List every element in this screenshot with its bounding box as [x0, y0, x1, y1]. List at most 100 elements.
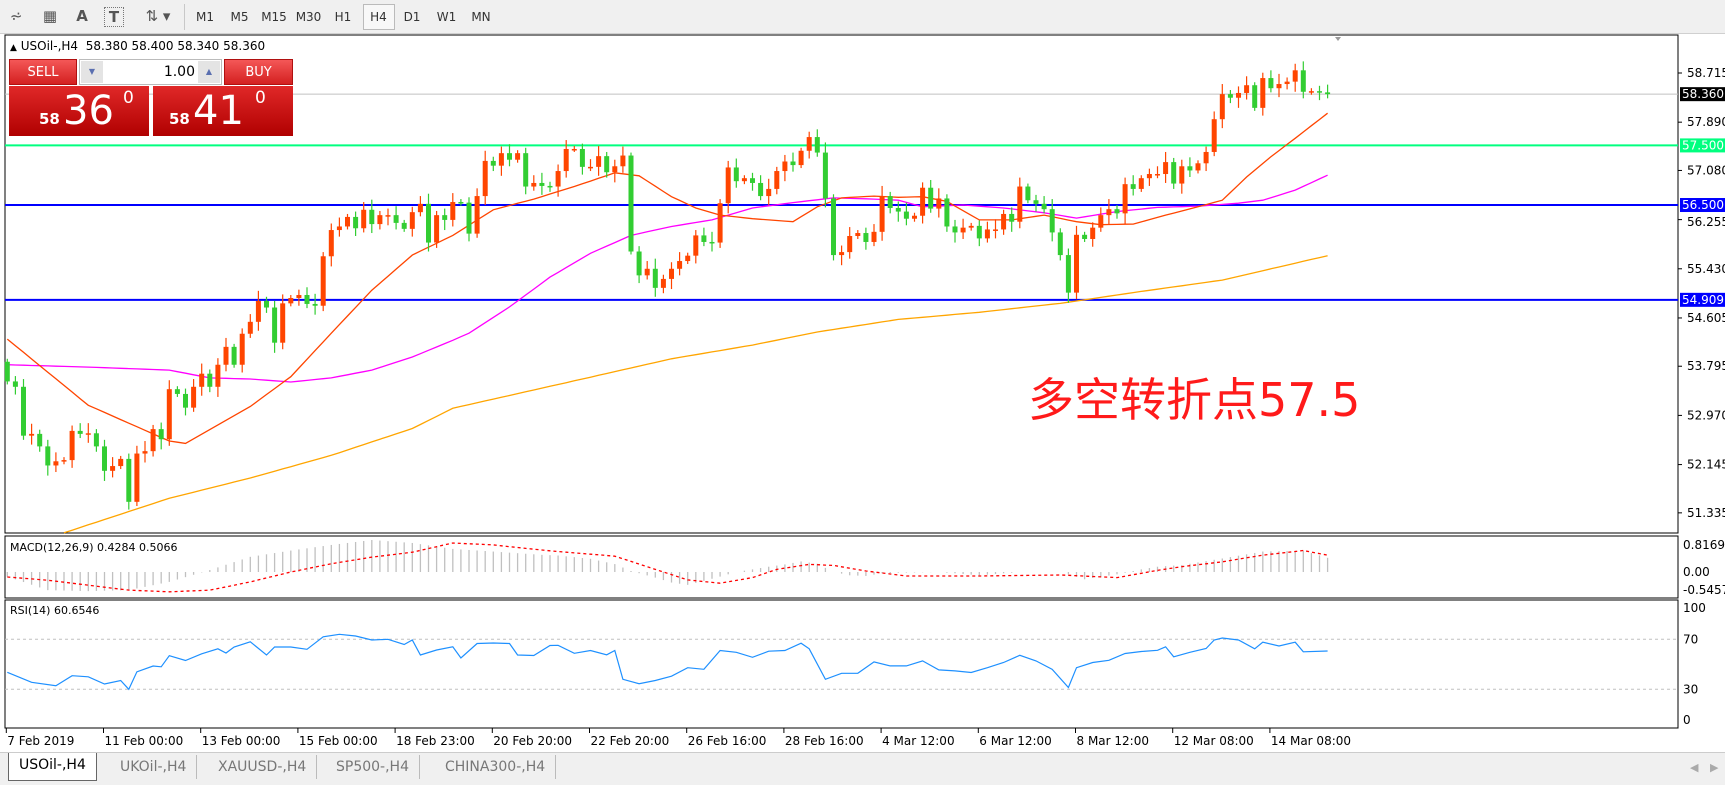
tab-sp500h4[interactable]: SP500-,H4 — [326, 755, 420, 779]
candle — [450, 193, 456, 227]
candle-body — [215, 364, 221, 387]
candle-body — [1009, 213, 1015, 222]
buy-price-main: 41 — [193, 88, 244, 134]
candle-body — [669, 268, 674, 279]
candle-body — [1308, 91, 1314, 93]
candle-body — [1325, 92, 1331, 95]
candle-body — [369, 209, 375, 225]
candle-body — [1001, 213, 1007, 230]
candle-body — [1155, 174, 1160, 176]
arrows-icon[interactable]: ⇅ ▾ — [145, 7, 171, 25]
candle-body — [822, 152, 828, 199]
candle — [498, 146, 504, 176]
candle-body — [1195, 163, 1201, 171]
candle-body — [1041, 203, 1047, 210]
chart-window[interactable]: 58.715 57.890 57.080 56.255 55.430 54.605 53.7… — [0, 34, 1725, 752]
candle — [579, 143, 585, 175]
collapse-triangle-icon[interactable]: ▲ — [10, 43, 17, 53]
fibonacci-grid-icon[interactable]: ▦ — [42, 7, 58, 25]
tab-xauusdh4[interactable]: XAUUSD-,H4 — [208, 755, 318, 779]
sell-price-prefix: 58 — [39, 110, 60, 128]
candle — [482, 150, 488, 206]
timeframe-mn[interactable]: MN — [471, 10, 491, 24]
candle-body — [652, 268, 658, 288]
candle — [320, 252, 326, 312]
candle — [563, 140, 569, 178]
candle — [515, 150, 521, 163]
candle-body — [1211, 119, 1217, 152]
lot-size-stepper[interactable]: ▼ 1.00 ▲ — [79, 59, 222, 85]
text-label-icon[interactable]: T — [104, 7, 124, 27]
candle-body — [750, 178, 755, 183]
candle-body — [207, 373, 213, 387]
candle — [1260, 72, 1266, 116]
timeframe-m5[interactable]: M5 — [230, 10, 249, 24]
candle — [434, 210, 440, 248]
candle — [264, 296, 269, 313]
candle-body — [4, 361, 10, 382]
tab-ukoilh4[interactable]: UKOil-,H4 — [110, 755, 198, 779]
candle — [944, 194, 950, 232]
buy-price-box[interactable]: 58 41 0 — [153, 86, 293, 136]
candle — [442, 208, 448, 231]
text-icon[interactable]: A — [76, 7, 88, 25]
candle — [207, 369, 213, 393]
candle — [952, 219, 958, 243]
candle — [1292, 63, 1298, 92]
price-tick-label: 55.430 — [1687, 262, 1725, 276]
candle-body — [409, 212, 415, 229]
timeframe-m15[interactable]: M15 — [261, 10, 287, 24]
candle — [53, 452, 59, 473]
lot-size-input[interactable]: 1.00 — [163, 64, 195, 80]
candle — [887, 191, 893, 214]
candle-body — [361, 209, 367, 229]
candle — [1106, 199, 1112, 225]
time-tick-label: 20 Feb 20:00 — [493, 734, 572, 748]
sell-price-box[interactable]: 58 36 0 — [9, 86, 149, 136]
current-price-label: 58.360 — [1682, 87, 1724, 101]
candle — [37, 429, 43, 452]
scroll-left-icon[interactable]: ◀ — [1690, 761, 1699, 774]
candle — [223, 337, 229, 372]
time-tick-label: 26 Feb 16:00 — [688, 734, 767, 748]
candle — [312, 293, 318, 315]
candle-body — [53, 461, 59, 466]
timeframe-h1[interactable]: H1 — [334, 10, 352, 24]
candle — [69, 425, 75, 468]
level-label-bg — [1680, 138, 1725, 153]
price-tick-label: 56.255 — [1687, 215, 1725, 229]
buy-button[interactable]: BUY — [224, 59, 293, 85]
candle-body — [174, 389, 180, 394]
candle-body — [515, 153, 521, 160]
lot-increase-icon[interactable]: ▲ — [198, 61, 220, 83]
tab-usoilh4[interactable]: USOil-,H4 — [8, 753, 97, 781]
candle-body — [158, 429, 164, 440]
candle-body — [1074, 234, 1079, 293]
candle — [490, 156, 496, 172]
candle — [863, 227, 869, 250]
timeframe-d1[interactable]: D1 — [403, 10, 421, 24]
sell-button[interactable]: SELL — [9, 59, 77, 85]
candle — [1001, 209, 1007, 235]
timeframe-w1[interactable]: W1 — [436, 10, 457, 24]
time-tick-label: 13 Feb 00:00 — [202, 734, 281, 748]
candle-body — [255, 300, 261, 322]
chart-annotation[interactable]: 多空转折点57.5 — [1028, 373, 1361, 427]
scroll-right-icon[interactable]: ▶ — [1710, 761, 1719, 774]
candle — [215, 358, 221, 397]
elliott-wave-icon[interactable]: ⩫ — [9, 7, 23, 25]
candle — [976, 220, 982, 247]
chart-canvas[interactable]: 58.715 57.890 57.080 56.255 55.430 54.605 53.7… — [0, 34, 1725, 752]
candle-body — [1057, 232, 1063, 256]
price-tick-label: 52.145 — [1687, 458, 1725, 472]
candle-body — [579, 148, 585, 167]
one-click-trading-panel: SELL ▼ 1.00 ▲ BUY 58 36 0 58 41 0 — [9, 59, 293, 136]
tab-china300h4[interactable]: CHINA300-,H4 — [435, 755, 557, 779]
timeframe-h4[interactable]: H4 — [362, 4, 395, 30]
candle — [401, 219, 407, 232]
candle-body — [790, 161, 796, 166]
timeframe-m1[interactable]: M1 — [196, 10, 214, 24]
candle-body — [887, 196, 893, 208]
lot-decrease-icon[interactable]: ▼ — [81, 61, 103, 83]
timeframe-m30[interactable]: M30 — [295, 10, 322, 24]
